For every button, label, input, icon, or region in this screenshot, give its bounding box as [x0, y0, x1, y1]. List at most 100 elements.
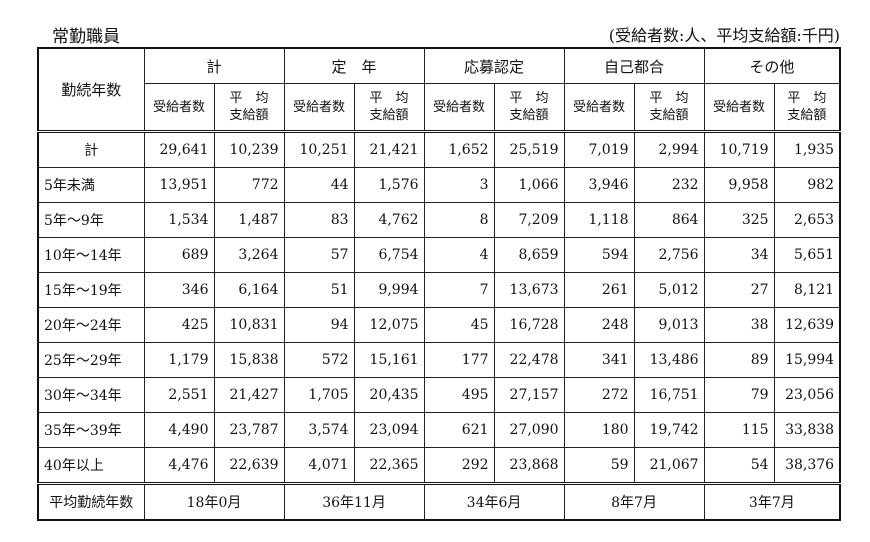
average-amount-header: 平 均支給額 [493, 83, 565, 132]
recipient-count-cell: 4 [423, 237, 495, 273]
recipient-count-cell: 346 [143, 272, 215, 308]
table-row: 計 29,641 10,239 10,251 21,421 1,652 25,519 7,01… [37, 130, 841, 168]
average-tenure-cell: 3年7月 [703, 482, 841, 521]
recipient-count-cell: 4,071 [283, 447, 355, 484]
average-amount-cell: 6,754 [353, 237, 425, 273]
recipient-count-cell: 325 [703, 202, 775, 238]
average-amount-cell: 21,421 [353, 130, 425, 168]
average-amount-header-line2: 支給額 [787, 108, 827, 123]
table-row: 15年～19年 346 6,164 51 9,994 7 13,673 261 5,012 27 8… [37, 272, 841, 308]
average-amount-cell: 8,121 [773, 272, 841, 308]
average-amount-cell: 25,519 [493, 130, 565, 168]
average-tenure-cell: 36年11月 [283, 482, 425, 521]
recipient-count-cell: 51 [283, 272, 355, 308]
recipient-count-cell: 8 [423, 202, 495, 238]
average-amount-cell: 22,478 [493, 342, 565, 378]
recipient-count-cell: 3 [423, 167, 495, 203]
recipient-count-cell: 10,251 [283, 130, 355, 168]
recipient-count-cell: 57 [283, 237, 355, 273]
recipient-count-cell: 177 [423, 342, 495, 378]
recipient-count-cell: 7 [423, 272, 495, 308]
average-amount-cell: 5,012 [633, 272, 705, 308]
average-amount-cell: 8,659 [493, 237, 565, 273]
row-label: 30年～34年 [37, 377, 145, 413]
average-amount-cell: 10,239 [213, 130, 285, 168]
table-row: 5年～9年 1,534 1,487 83 4,762 8 7,209 1,118 864 325 2… [37, 202, 841, 238]
recipient-count-cell: 7,019 [563, 130, 635, 168]
recipient-count-cell: 45 [423, 307, 495, 343]
retirement-allowance-table: 勤続年数 計定 年応募認定 自己都合 その他 受給者数平 均支給額 受給者数平 均支給… [37, 47, 842, 521]
average-amount-cell: 7,209 [493, 202, 565, 238]
recipient-count-cell: 689 [143, 237, 215, 273]
average-amount-cell: 982 [773, 167, 841, 203]
average-amount-cell: 5,651 [773, 237, 841, 273]
average-amount-cell: 9,013 [633, 307, 705, 343]
average-amount-header-line1: 平 均 [229, 91, 269, 106]
average-amount-cell: 38,376 [773, 447, 841, 484]
average-amount-header: 平 均支給額 [773, 83, 841, 132]
row-label: 40年以上 [37, 447, 145, 484]
average-amount-cell: 22,365 [353, 447, 425, 484]
row-label: 25年～29年 [37, 342, 145, 378]
average-amount-header-line2: 支給額 [649, 108, 689, 123]
average-amount-header: 平 均支給額 [353, 83, 425, 132]
table-row: 5年未満 13,951 772 44 1,576 3 1,066 3,946 232 9,958 9… [37, 167, 841, 203]
average-tenure-row: 平均勤続年数 18年0月 36年11月 34年6月 8年7月 3年7月 [37, 482, 841, 521]
table-row: 35年～39年 4,490 23,787 3,574 23,094 621 27,090 18… [37, 412, 841, 448]
recipient-count-cell: 248 [563, 307, 635, 343]
recipient-count-cell: 3,574 [283, 412, 355, 448]
average-amount-header-line1: 平 均 [509, 91, 549, 106]
average-amount-cell: 16,751 [633, 377, 705, 413]
average-amount-cell: 1,066 [493, 167, 565, 203]
average-amount-header-line2: 支給額 [229, 108, 269, 123]
recipient-count-cell: 38 [703, 307, 775, 343]
recipient-count-cell: 27 [703, 272, 775, 308]
average-amount-cell: 16,728 [493, 307, 565, 343]
average-amount-cell: 9,994 [353, 272, 425, 308]
average-amount-cell: 864 [633, 202, 705, 238]
average-amount-cell: 772 [213, 167, 285, 203]
average-amount-cell: 12,639 [773, 307, 841, 343]
recipient-count-header: 受給者数 [703, 83, 775, 132]
recipient-count-header: 受給者数 [283, 83, 355, 132]
group-header: 応募認定 [423, 47, 565, 84]
average-amount-cell: 15,994 [773, 342, 841, 378]
average-amount-cell: 2,756 [633, 237, 705, 273]
recipient-count-cell: 34 [703, 237, 775, 273]
average-amount-cell: 13,486 [633, 342, 705, 378]
recipient-count-cell: 1,534 [143, 202, 215, 238]
average-amount-cell: 27,157 [493, 377, 565, 413]
table-row: 40年以上 4,476 22,639 4,071 22,365 292 23,868 59 21… [37, 447, 841, 484]
table-title: 常勤職員 [52, 27, 120, 47]
recipient-count-cell: 425 [143, 307, 215, 343]
average-amount-cell: 2,994 [633, 130, 705, 168]
recipient-count-cell: 1,705 [283, 377, 355, 413]
recipient-count-cell: 572 [283, 342, 355, 378]
average-amount-header-line1: 平 均 [369, 91, 409, 106]
average-amount-header: 平 均支給額 [633, 83, 705, 132]
average-amount-cell: 15,161 [353, 342, 425, 378]
recipient-count-cell: 1,179 [143, 342, 215, 378]
recipient-count-header: 受給者数 [423, 83, 495, 132]
average-amount-header-line2: 支給額 [509, 108, 549, 123]
average-amount-cell: 2,653 [773, 202, 841, 238]
recipient-count-cell: 10,719 [703, 130, 775, 168]
recipient-count-cell: 1,652 [423, 130, 495, 168]
row-label: 計 [37, 130, 145, 168]
table-row: 10年～14年 689 3,264 57 6,754 4 8,659 594 2,756 34 5,… [37, 237, 841, 273]
caption-row: 常勤職員 (受給者数:人、平均支給額:千円) [0, 22, 870, 48]
average-amount-header-line1: 平 均 [787, 91, 827, 106]
recipient-count-cell: 272 [563, 377, 635, 413]
recipient-count-cell: 29,641 [143, 130, 215, 168]
row-label: 20年～24年 [37, 307, 145, 343]
average-amount-cell: 22,639 [213, 447, 285, 484]
table-row: 25年～29年 1,179 15,838 572 15,161 177 22,478 341 1… [37, 342, 841, 378]
average-amount-cell: 10,831 [213, 307, 285, 343]
average-amount-cell: 23,868 [493, 447, 565, 484]
average-amount-cell: 6,164 [213, 272, 285, 308]
recipient-count-cell: 59 [563, 447, 635, 484]
average-amount-cell: 33,838 [773, 412, 841, 448]
row-label: 10年～14年 [37, 237, 145, 273]
recipient-count-cell: 79 [703, 377, 775, 413]
average-amount-cell: 232 [633, 167, 705, 203]
